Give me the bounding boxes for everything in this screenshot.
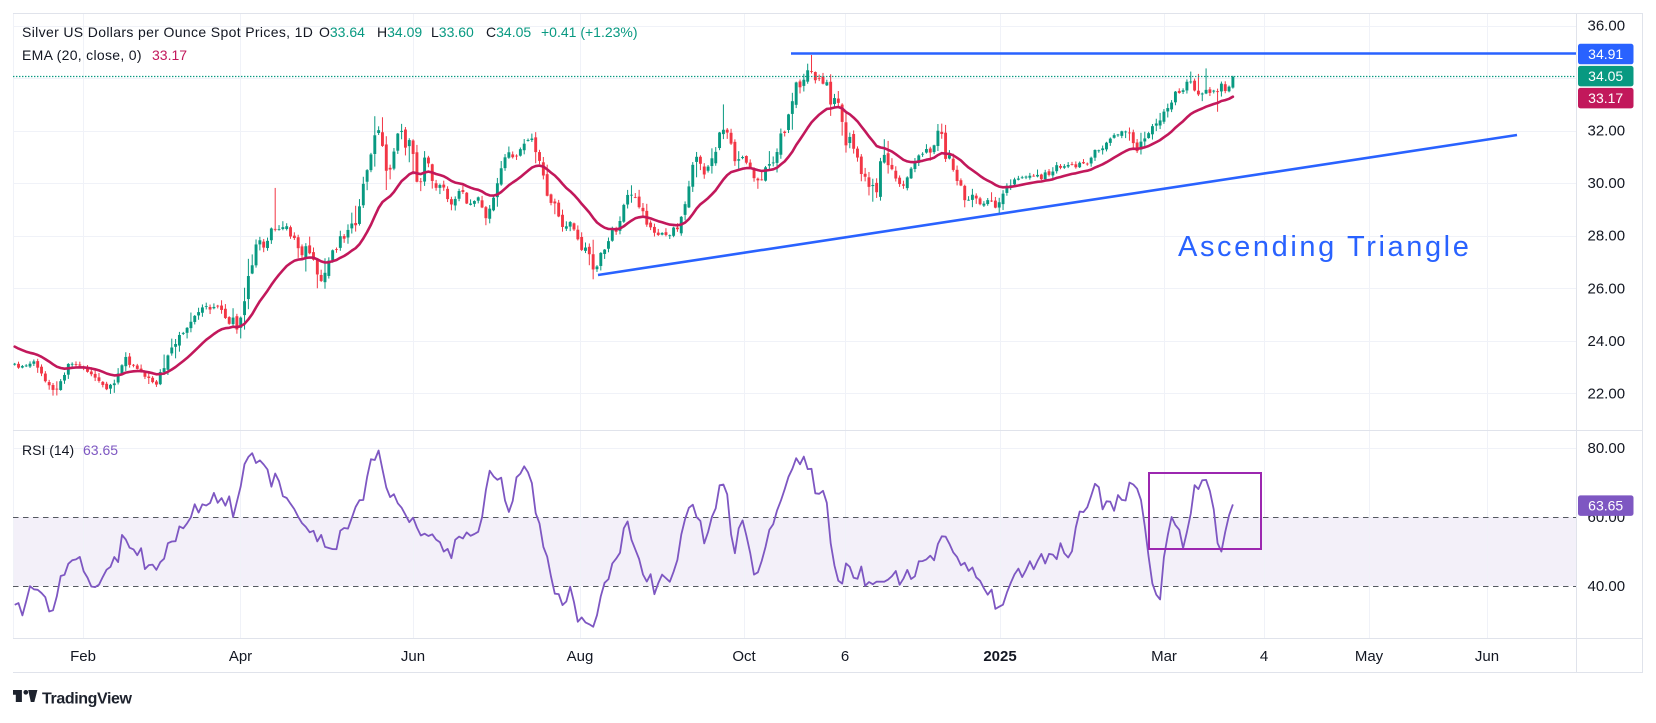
svg-text:63.65: 63.65 (1588, 498, 1623, 514)
svg-text:Mar: Mar (1151, 648, 1177, 665)
svg-text:H34.09: H34.09 (377, 24, 422, 40)
svg-text:Jun: Jun (1475, 648, 1499, 665)
svg-text:2025: 2025 (983, 648, 1016, 665)
svg-text:Apr: Apr (229, 648, 252, 665)
svg-text:22.00: 22.00 (1588, 385, 1626, 402)
svg-text:May: May (1355, 648, 1384, 665)
svg-text:Feb: Feb (70, 648, 96, 665)
svg-text:26.00: 26.00 (1588, 280, 1626, 297)
svg-text:33.17: 33.17 (1588, 90, 1623, 106)
svg-text:33.17: 33.17 (152, 47, 187, 63)
svg-text:63.65: 63.65 (83, 442, 118, 458)
svg-text:EMA (20, close, 0): EMA (20, close, 0) (22, 47, 142, 63)
svg-text:O33.64: O33.64 (319, 24, 365, 40)
svg-text:80.00: 80.00 (1588, 440, 1626, 457)
svg-text:32.00: 32.00 (1588, 123, 1626, 140)
svg-text:Ascending Triangle: Ascending Triangle (1178, 231, 1471, 263)
svg-text:Silver US Dollars per Ounce Sp: Silver US Dollars per Ounce Spot Prices,… (22, 24, 313, 40)
svg-text:36.00: 36.00 (1588, 18, 1626, 35)
svg-text:6: 6 (841, 648, 849, 665)
svg-text:40.00: 40.00 (1588, 578, 1626, 595)
svg-text:+0.41 (+1.23%): +0.41 (+1.23%) (541, 24, 638, 40)
svg-text:28.00: 28.00 (1588, 228, 1626, 245)
svg-text:34.05: 34.05 (1588, 68, 1623, 84)
svg-text:4: 4 (1260, 648, 1268, 665)
svg-text:Oct: Oct (732, 648, 756, 665)
svg-text:TradingView: TradingView (42, 691, 133, 708)
svg-text:C34.05: C34.05 (486, 24, 531, 40)
svg-text:34.91: 34.91 (1588, 46, 1623, 62)
svg-text:L33.60: L33.60 (431, 24, 474, 40)
svg-text:24.00: 24.00 (1588, 333, 1626, 350)
svg-text:30.00: 30.00 (1588, 175, 1626, 192)
svg-text:Aug: Aug (567, 648, 594, 665)
svg-text:Jun: Jun (401, 648, 425, 665)
svg-text:RSI (14): RSI (14) (22, 442, 74, 458)
